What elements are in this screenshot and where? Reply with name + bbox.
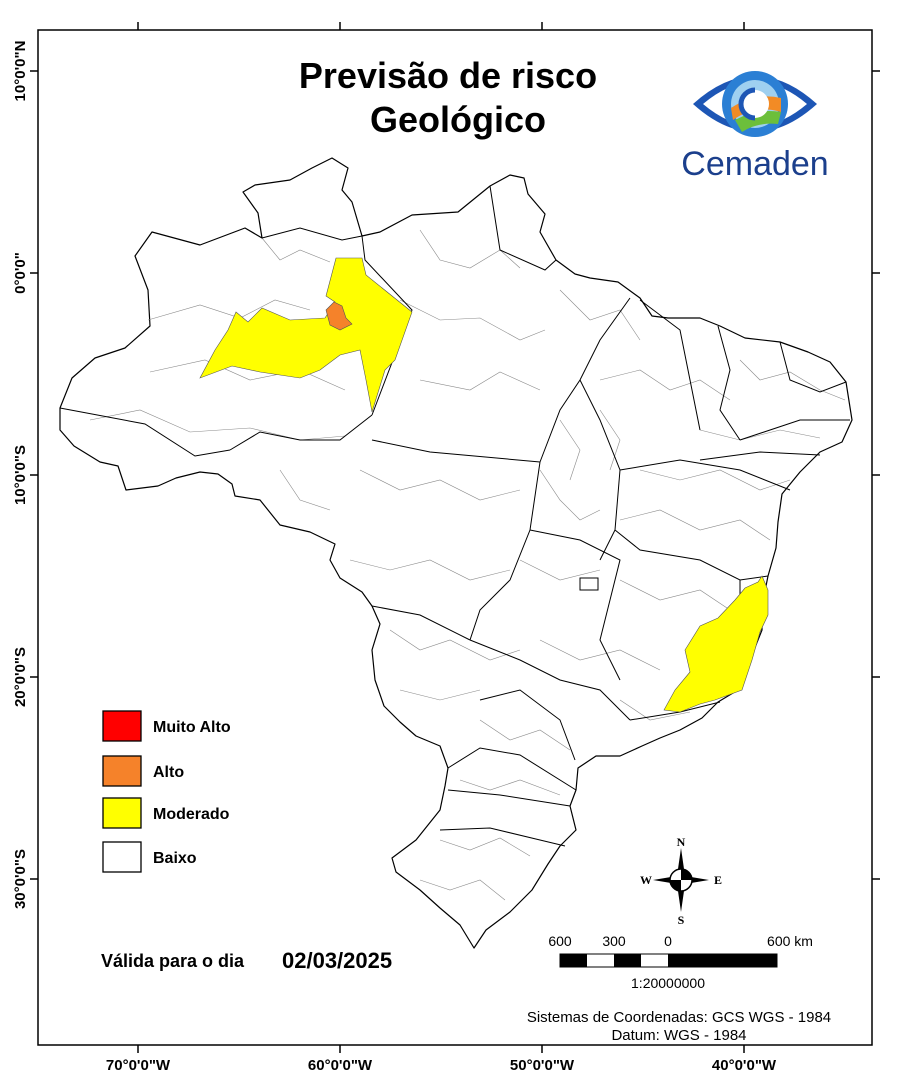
lat-label-30s: 30°0'0"S xyxy=(12,849,29,909)
cemaden-logo: Cemaden xyxy=(681,71,829,183)
lon-label-40w: 40°0'0"W xyxy=(712,1057,777,1074)
compass-rose-icon: N S E W xyxy=(640,835,722,927)
lat-label-10n: 10°0'0"N xyxy=(12,41,29,102)
scale-label-600-km: 600 km xyxy=(767,933,813,949)
risk-zones xyxy=(199,257,769,713)
logo-text: Cemaden xyxy=(681,145,828,183)
legend-swatch-muito-alto xyxy=(102,710,142,742)
map-title-line1: Previsão de risco xyxy=(299,55,597,96)
lon-label-70w: 70°0'0"W xyxy=(106,1057,171,1074)
graticule-ticks xyxy=(30,22,880,1053)
legend-label-baixo: Baixo xyxy=(153,850,197,867)
legend-label-moderado: Moderado xyxy=(153,806,230,823)
zone-alto-amazonas xyxy=(325,301,353,331)
lon-label-50w: 50°0'0"W xyxy=(510,1057,575,1074)
zone-moderado-southeast xyxy=(663,575,769,713)
lat-label-10s: 10°0'0"S xyxy=(12,445,29,505)
mesoregion-lines xyxy=(89,229,846,901)
legend-swatch-moderado xyxy=(102,797,142,829)
coordinate-system-text: Sistemas de Coordenadas: GCS WGS - 1984 xyxy=(527,1009,831,1026)
map-title-line2: Geológico xyxy=(370,99,546,140)
legend-label-alto: Alto xyxy=(153,764,184,781)
lat-label-0: 0°0'0" xyxy=(12,252,29,294)
scale-ratio: 1:20000000 xyxy=(631,975,705,991)
map-frame xyxy=(37,29,873,1046)
cemaden-eye-logo-icon xyxy=(693,71,817,137)
compass-s: S xyxy=(678,913,685,927)
validity-label: Válida para o dia xyxy=(101,951,245,971)
legend-label-muito-alto: Muito Alto xyxy=(153,719,231,736)
scale-label-600-left: 600 xyxy=(548,933,572,949)
legend: Muito Alto Alto Moderado Baixo xyxy=(102,710,231,873)
compass-n: N xyxy=(677,835,686,849)
lon-label-60w: 60°0'0"W xyxy=(308,1057,373,1074)
validity-date: 02/03/2025 xyxy=(282,948,392,973)
lat-label-20s: 20°0'0"S xyxy=(12,647,29,707)
compass-e: E xyxy=(714,873,722,887)
scale-bar: 600 300 0 600 km 1:20000000 xyxy=(548,933,813,991)
scale-label-300: 300 xyxy=(602,933,626,949)
compass-w: W xyxy=(640,873,652,887)
datum-text: Datum: WGS - 1984 xyxy=(611,1027,746,1044)
scale-label-0: 0 xyxy=(664,933,672,949)
legend-swatch-baixo xyxy=(102,841,142,873)
legend-swatch-alto xyxy=(102,755,142,787)
zone-moderado-amazonas xyxy=(199,257,413,413)
